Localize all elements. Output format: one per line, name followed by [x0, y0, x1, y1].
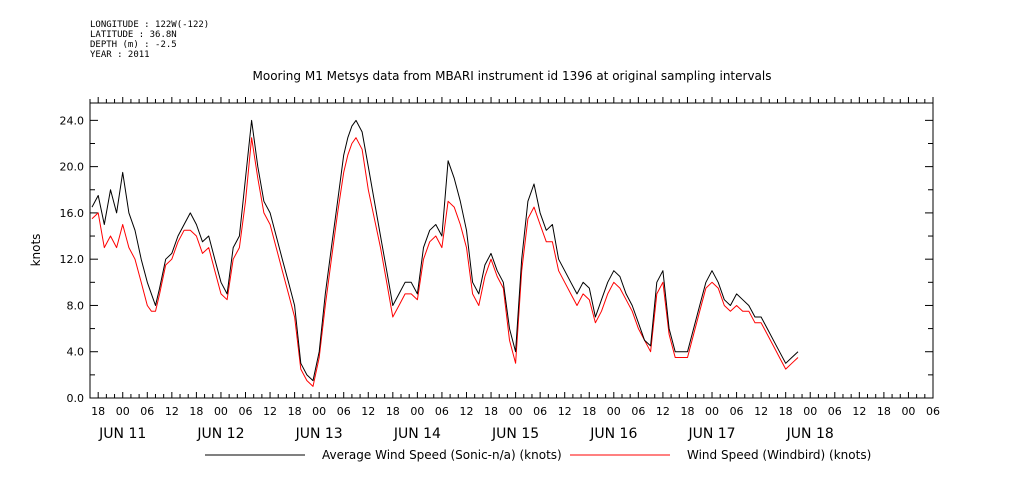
- x-tick-label: 06: [730, 405, 744, 418]
- x-tick-label: 18: [386, 405, 400, 418]
- x-day-label: JUN 13: [295, 426, 343, 442]
- x-tick-label: 18: [680, 405, 694, 418]
- x-day-label: JUN 12: [196, 426, 244, 442]
- x-tick-label: 06: [926, 405, 940, 418]
- y-tick-label: 4.0: [67, 346, 85, 359]
- x-day-label: JUN 11: [98, 426, 146, 442]
- x-tick-label: 18: [189, 405, 203, 418]
- y-tick-label: 12.0: [60, 253, 85, 266]
- y-tick-label: 24.0: [60, 114, 85, 127]
- series-layer: [91, 119, 799, 387]
- legend-label: Average Wind Speed (Sonic-n/a) (knots): [322, 448, 562, 462]
- y-axis-label: knots: [29, 234, 43, 267]
- x-tick-label: 12: [656, 405, 670, 418]
- x-tick-label: 00: [410, 405, 424, 418]
- x-day-label: JUN 18: [786, 426, 834, 442]
- x-day-label: JUN 16: [589, 426, 637, 442]
- x-tick-label: 00: [116, 405, 130, 418]
- x-tick-label: 18: [582, 405, 596, 418]
- series-line: [91, 119, 799, 382]
- y-tick-label: 20.0: [60, 161, 85, 174]
- year-text: YEAR : 2011: [90, 50, 150, 60]
- y-tick-label: 0.0: [67, 392, 85, 405]
- x-tick-label: 00: [705, 405, 719, 418]
- legend: Average Wind Speed (Sonic-n/a) (knots) Wi…: [205, 448, 871, 462]
- x-tick-label: 06: [533, 405, 547, 418]
- x-day-label: JUN 14: [393, 426, 441, 442]
- depth-text: DEPTH (m) : -2.5: [90, 40, 177, 50]
- metadata-block: LONGITUDE : 122W(-122) LATITUDE : 36.8N …: [90, 20, 209, 60]
- x-tick-label: 06: [631, 405, 645, 418]
- axis-ticks: 18 00 06 12 18 00 06 12 18 00 06 12 18 00 06 12 18 00 06 12…: [60, 97, 940, 442]
- x-tick-label: 18: [288, 405, 302, 418]
- x-tick-label: 00: [312, 405, 326, 418]
- x-tick-label: 00: [803, 405, 817, 418]
- x-day-label: JUN 15: [491, 426, 539, 442]
- x-tick-label: 00: [901, 405, 915, 418]
- x-tick-label: 12: [754, 405, 768, 418]
- longitude-text: LONGITUDE : 122W(-122): [90, 20, 210, 30]
- x-tick-label: 06: [337, 405, 351, 418]
- legend-label: Wind Speed (Windbird) (knots): [687, 448, 871, 462]
- x-tick-label: 00: [214, 405, 228, 418]
- x-tick-label: 06: [828, 405, 842, 418]
- x-tick-label: 12: [558, 405, 572, 418]
- x-tick-label: 06: [140, 405, 154, 418]
- series-line: [91, 137, 799, 387]
- latitude-text: LATITUDE : 36.8N: [90, 30, 177, 40]
- x-tick-label: 06: [435, 405, 449, 418]
- x-tick-label: 18: [484, 405, 498, 418]
- y-tick-label: 16.0: [60, 207, 85, 220]
- x-tick-label: 18: [91, 405, 105, 418]
- x-tick-label: 18: [877, 405, 891, 418]
- x-tick-label: 12: [852, 405, 866, 418]
- x-tick-label: 12: [459, 405, 473, 418]
- x-tick-label: 06: [239, 405, 253, 418]
- chart-title: Mooring M1 Metsys data from MBARI instru…: [253, 69, 772, 83]
- plot-frame: [89, 102, 934, 399]
- x-tick-label: 18: [779, 405, 793, 418]
- x-tick-label: 12: [361, 405, 375, 418]
- x-tick-label: 12: [263, 405, 277, 418]
- x-tick-label: 00: [607, 405, 621, 418]
- x-tick-label: 00: [509, 405, 523, 418]
- x-day-label: JUN 17: [687, 426, 735, 442]
- x-tick-label: 12: [165, 405, 179, 418]
- y-tick-label: 8.0: [67, 299, 85, 312]
